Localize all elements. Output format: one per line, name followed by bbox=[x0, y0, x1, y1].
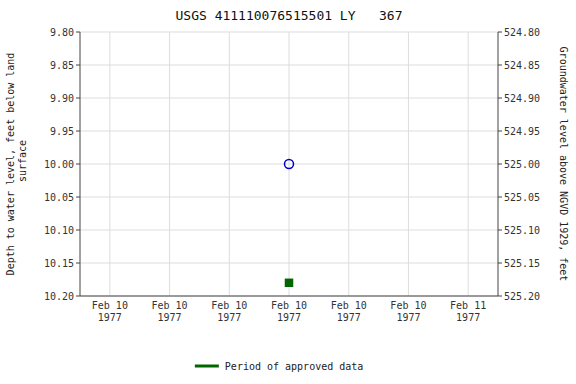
grid-line bbox=[289, 32, 290, 296]
grid bbox=[80, 32, 498, 296]
title: USGS 411110076515501 LY 367 bbox=[176, 8, 403, 23]
x-tick-label: Feb 101977 bbox=[211, 300, 247, 323]
y-tick bbox=[76, 32, 80, 33]
y-tick-label: 9.90 bbox=[50, 93, 74, 104]
y2-tick-label: 524.95 bbox=[504, 126, 540, 137]
grid-line bbox=[468, 32, 469, 296]
y-tick bbox=[76, 197, 80, 198]
y2-tick bbox=[498, 32, 502, 33]
x-tick-label: Feb 101977 bbox=[152, 300, 188, 323]
y2-axis-label: Groundwater level above NGVD 1929, feet bbox=[558, 47, 569, 282]
y2-tick bbox=[498, 98, 502, 99]
y-tick-label: 10.00 bbox=[44, 159, 74, 170]
y-tick-label: 10.10 bbox=[44, 225, 74, 236]
y-axis-label: Depth to water level, feet below land su… bbox=[5, 53, 28, 276]
legend-label: Period of approved data bbox=[225, 361, 363, 372]
y2-tick bbox=[498, 164, 502, 165]
point bbox=[285, 160, 294, 169]
point bbox=[286, 279, 293, 286]
y2-tick-label: 524.85 bbox=[504, 60, 540, 71]
y2-tick-label: 524.80 bbox=[504, 27, 540, 38]
y2-tick bbox=[498, 197, 502, 198]
grid-line bbox=[80, 296, 498, 297]
x-tick-label: Feb 101977 bbox=[271, 300, 307, 323]
y-tick bbox=[76, 263, 80, 264]
y2-tick-label: 525.20 bbox=[504, 291, 540, 302]
legend: Period of approved data bbox=[195, 361, 363, 372]
y-tick bbox=[76, 296, 80, 297]
y2-tick-label: 524.90 bbox=[504, 93, 540, 104]
legend-swatch bbox=[195, 365, 219, 368]
x-tick-label: Feb 101977 bbox=[390, 300, 426, 323]
y-tick bbox=[76, 131, 80, 132]
y2-tick bbox=[498, 230, 502, 231]
grid-line bbox=[408, 32, 409, 296]
y-tick-label: 9.95 bbox=[50, 126, 74, 137]
y2-tick bbox=[498, 65, 502, 66]
y-tick-label: 10.15 bbox=[44, 258, 74, 269]
y-tick bbox=[76, 230, 80, 231]
grid-line bbox=[348, 32, 349, 296]
y-tick-label: 10.20 bbox=[44, 291, 74, 302]
y2-tick bbox=[498, 131, 502, 132]
y-tick bbox=[76, 164, 80, 165]
y-tick-label: 10.05 bbox=[44, 192, 74, 203]
y2-tick bbox=[498, 263, 502, 264]
x-tick-label: Feb 101977 bbox=[92, 300, 128, 323]
y-tick bbox=[76, 98, 80, 99]
grid-line bbox=[109, 32, 110, 296]
x-tick-label: Feb 111977 bbox=[450, 300, 486, 323]
y2-tick-label: 525.10 bbox=[504, 225, 540, 236]
y-tick-label: 9.80 bbox=[50, 27, 74, 38]
grid-line bbox=[169, 32, 170, 296]
y-tick-label: 9.85 bbox=[50, 60, 74, 71]
marks bbox=[285, 160, 294, 287]
grid-line bbox=[229, 32, 230, 296]
y2-tick-label: 525.05 bbox=[504, 192, 540, 203]
y2-tick bbox=[498, 296, 502, 297]
y2-tick-label: 525.15 bbox=[504, 258, 540, 269]
y2-tick-label: 525.00 bbox=[504, 159, 540, 170]
y-tick bbox=[76, 65, 80, 66]
x-axis-line bbox=[80, 296, 498, 297]
chart: 9.80 9.85 9.90 9.95 10.00 10.05 10.10 10.15 10.2… bbox=[0, 0, 576, 384]
x-tick-label: Feb 101977 bbox=[331, 300, 367, 323]
